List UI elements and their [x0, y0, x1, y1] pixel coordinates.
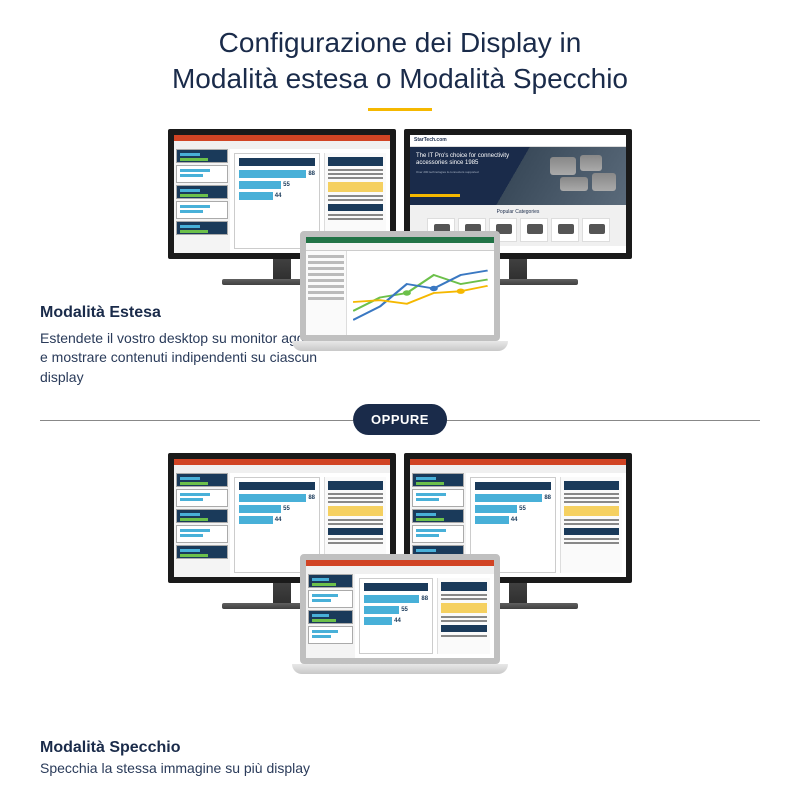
hero-accent: [410, 194, 460, 197]
ppt-app: 88 55 44: [306, 560, 494, 658]
mirror-section: 88 55 44: [0, 429, 800, 789]
extended-heading: Modalità Estesa: [40, 304, 161, 322]
laptop: 88 55 44: [300, 554, 500, 674]
title-accent: [368, 108, 432, 111]
bar-value: 55: [519, 506, 526, 512]
ppt-ribbon: [174, 135, 390, 149]
bar-value: 55: [283, 182, 290, 188]
mirror-heading: Modalità Specchio: [40, 739, 180, 757]
mirror-monitors: 88 55 44: [0, 429, 800, 609]
bar-value: 44: [275, 193, 282, 199]
category-card: [520, 218, 548, 242]
web-hero: The IT Pro's choice for connectivity acc…: [410, 147, 626, 205]
categories-title: Popular Categories: [414, 209, 622, 215]
laptop-base: [292, 341, 508, 351]
hero-title: The IT Pro's choice for connectivity acc…: [416, 153, 528, 167]
ppt-thumbnails: [174, 135, 230, 253]
slide-thumb: [176, 149, 228, 163]
category-card: [582, 218, 610, 242]
category-card: [551, 218, 579, 242]
bar-value: 88: [421, 596, 428, 602]
hero-subtitle: Over 200 technologies & connectors suppo…: [416, 170, 518, 174]
bar-value: 44: [275, 517, 282, 523]
bar: [239, 181, 281, 189]
slide-title-bar: [239, 158, 315, 166]
slide-thumb: [176, 221, 228, 235]
web-header: StarTech.com: [410, 135, 626, 147]
mirror-description: Specchia la stessa immagine su più displ…: [40, 759, 310, 779]
extended-monitors: 88 55 44: [0, 129, 800, 285]
bar-value: 44: [394, 618, 401, 624]
extended-section: 88 55 44: [0, 129, 800, 429]
bar: [239, 170, 306, 178]
bar-value: 88: [308, 495, 315, 501]
page-title: Configurazione dei Display in Modalità e…: [0, 0, 800, 98]
bar-value: 88: [308, 171, 315, 177]
bar-value: 44: [511, 517, 518, 523]
spreadsheet-app: [306, 237, 494, 335]
title-line2: Modalità estesa o Modalità Specchio: [172, 63, 628, 94]
hero-products: [550, 155, 620, 195]
slide-thumb: [176, 201, 228, 219]
bar-value: 55: [283, 506, 290, 512]
bar: [239, 192, 273, 200]
chart-sidebar: [306, 251, 347, 335]
slide-thumb: [176, 165, 228, 183]
bar-value: 88: [544, 495, 551, 501]
web-logo: StarTech.com: [414, 137, 447, 143]
title-line1: Configurazione dei Display in: [219, 27, 582, 58]
slide-thumb: [176, 185, 228, 199]
bar-value: 55: [401, 607, 408, 613]
laptop: [300, 231, 500, 351]
line-chart: [347, 251, 494, 335]
chart-ribbon: [306, 237, 494, 251]
